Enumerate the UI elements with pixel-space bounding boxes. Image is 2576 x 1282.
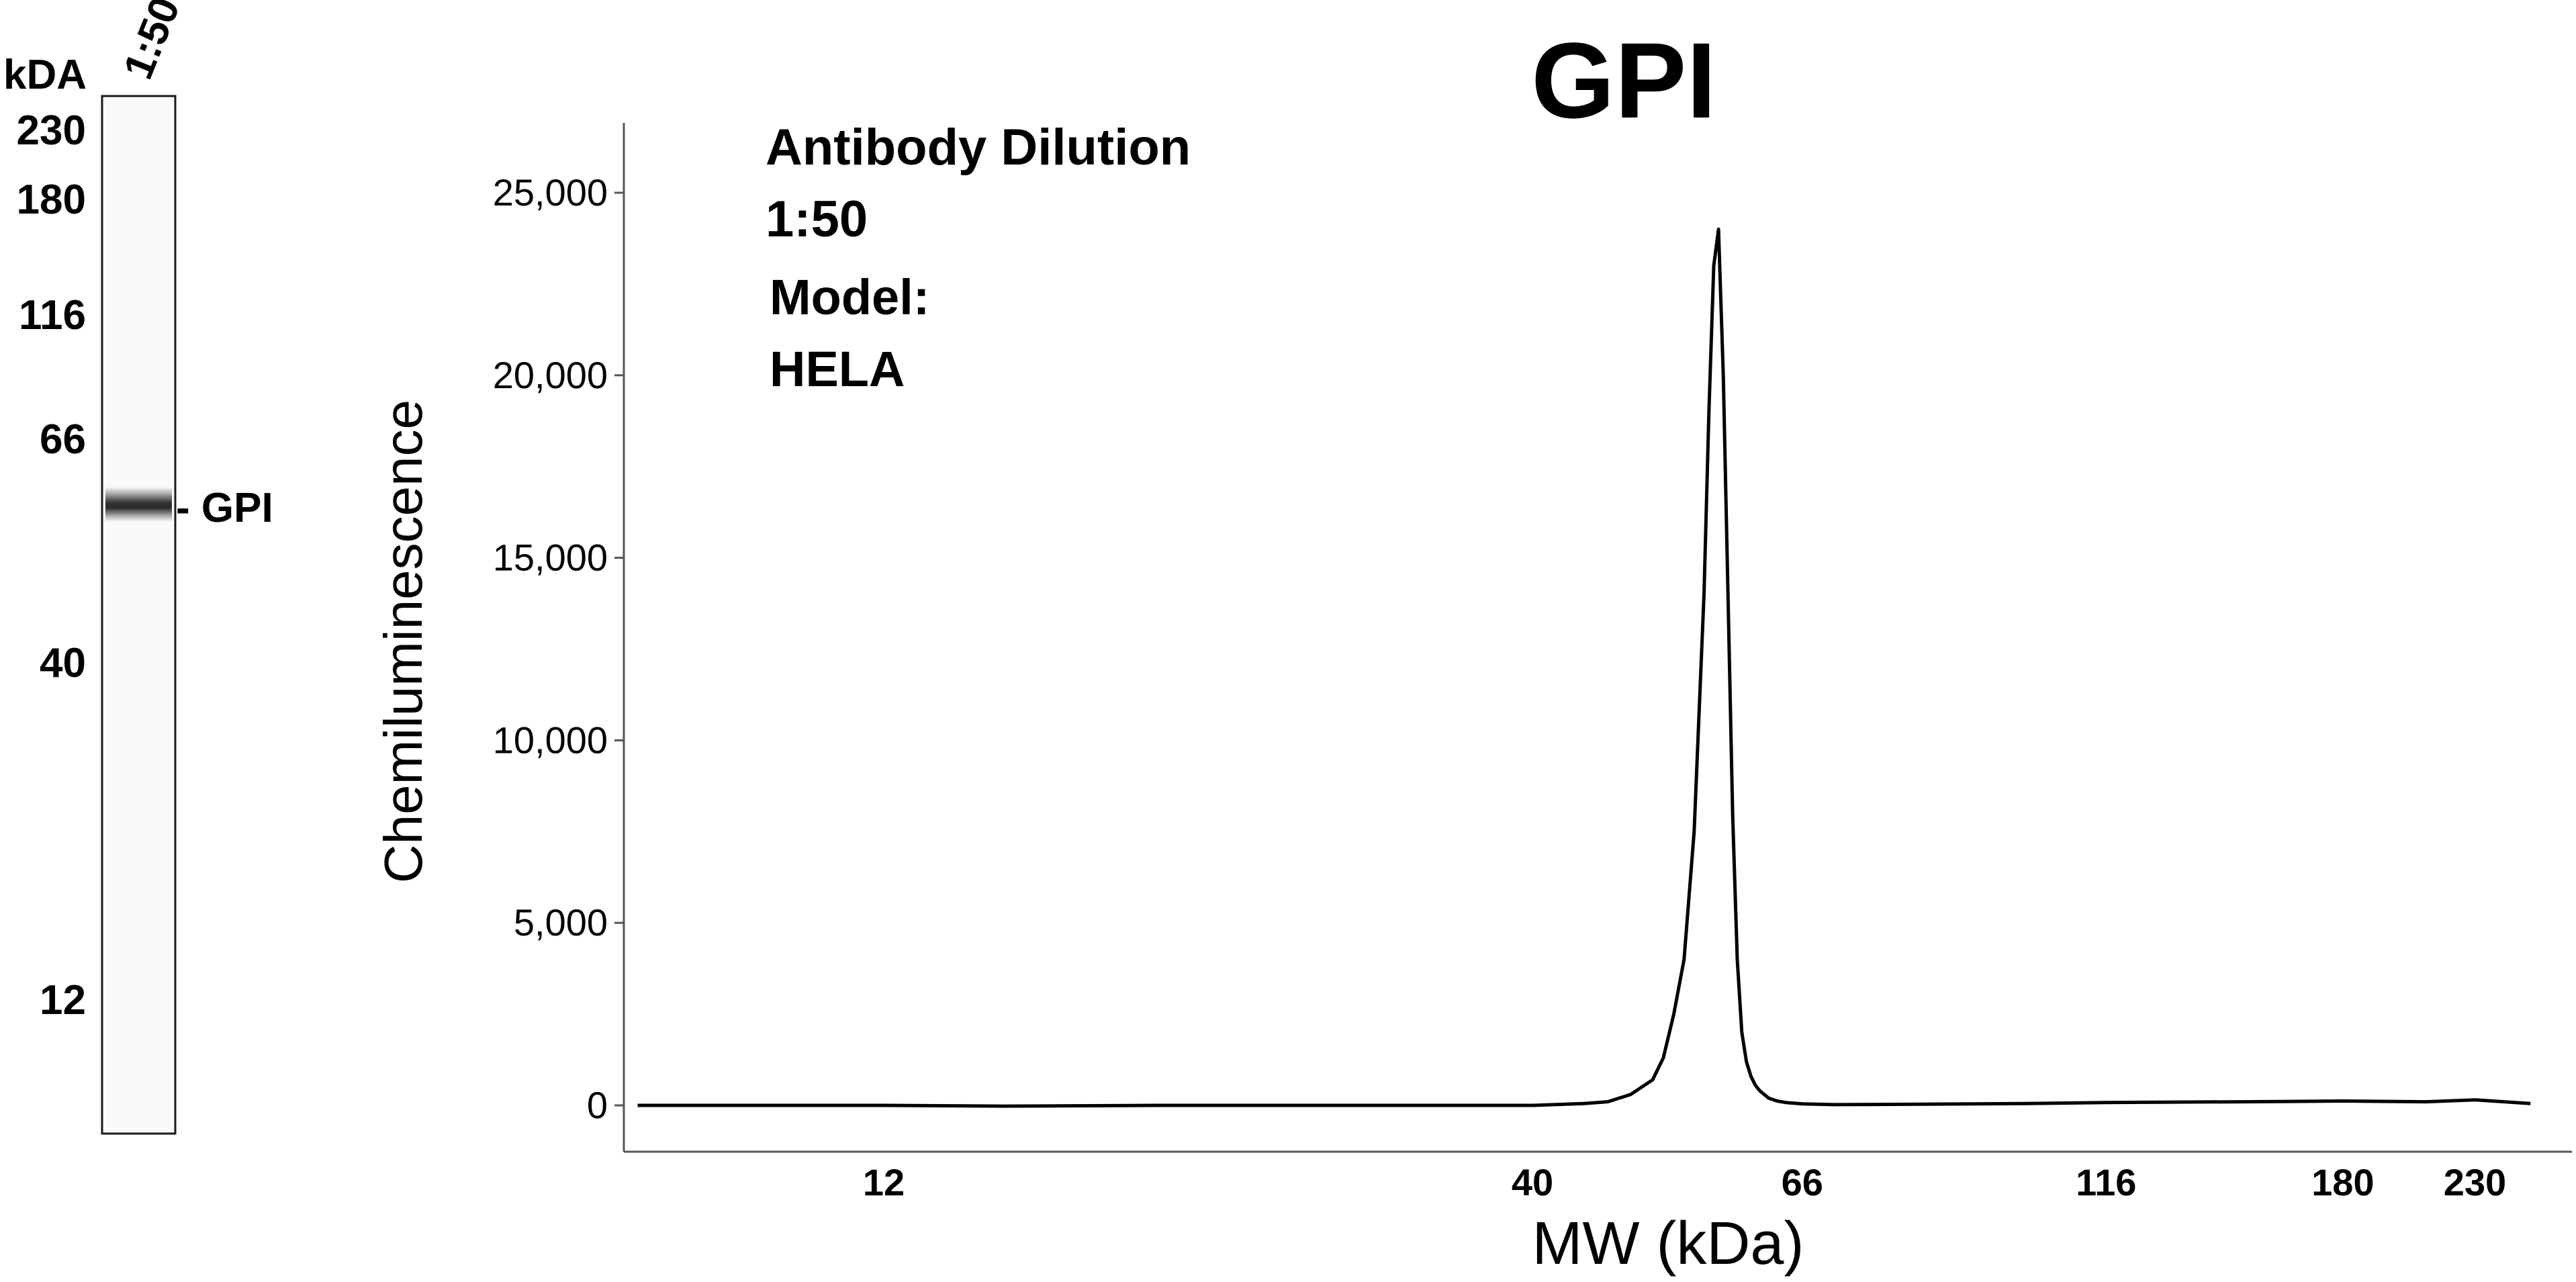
blot-unit-label: kDA [3,52,87,98]
blot-band [105,487,172,522]
y-tick-label: 0 [587,1084,608,1126]
annotation-dilution-value: 1:50 [766,191,868,248]
y-tick-label: 20,000 [493,354,608,396]
x-tick-label: 40 [1512,1161,1553,1203]
x-axis-label: MW (kDa) [1532,1210,1804,1277]
x-tick-label: 12 [863,1161,905,1203]
y-tick-label: 15,000 [493,537,608,579]
y-tick-label: 10,000 [493,719,608,761]
blot-lane-label: 1:50 [115,0,189,85]
x-ticks: 12 40 66 116 180 230 [863,1161,2506,1203]
x-tick-label: 230 [2444,1161,2506,1203]
y-ticks: 0 5,000 10,000 15,000 20,000 25,000 [493,171,624,1126]
series-line [637,227,2531,1108]
x-tick-label: 116 [2076,1161,2136,1203]
marker-label-116: 116 [19,292,86,338]
blot-lane [101,95,177,1135]
marker-label-12: 12 [40,977,86,1023]
annotation-model-value: HELA [770,341,905,397]
chart-title: GPI [1531,20,1716,140]
x-tick-label: 66 [1782,1161,1823,1203]
x-tick-label: 180 [2311,1161,2374,1203]
marker-label-66: 66 [40,416,86,463]
y-tick-label: 5,000 [514,901,608,944]
annotation-model-label: Model: [770,269,929,325]
annotation-block: Antibody Dilution 1:50 Model: HELA [766,119,1191,397]
blot-panel: kDA 1:50 230 180 116 66 40 12 - GPI [3,0,273,1135]
blot-band-label: - GPI [176,485,273,531]
chart: GPI Antibody Dilution 1:50 Model: HELA 0… [373,20,2572,1277]
marker-label-40: 40 [40,640,86,686]
annotation-dilution-label: Antibody Dilution [766,119,1191,176]
y-tick-label: 25,000 [493,171,608,214]
y-axis-label: Chemiluminescence [373,400,433,883]
series-group [637,227,2531,1108]
marker-label-180: 180 [17,177,86,223]
marker-label-230: 230 [17,107,86,154]
